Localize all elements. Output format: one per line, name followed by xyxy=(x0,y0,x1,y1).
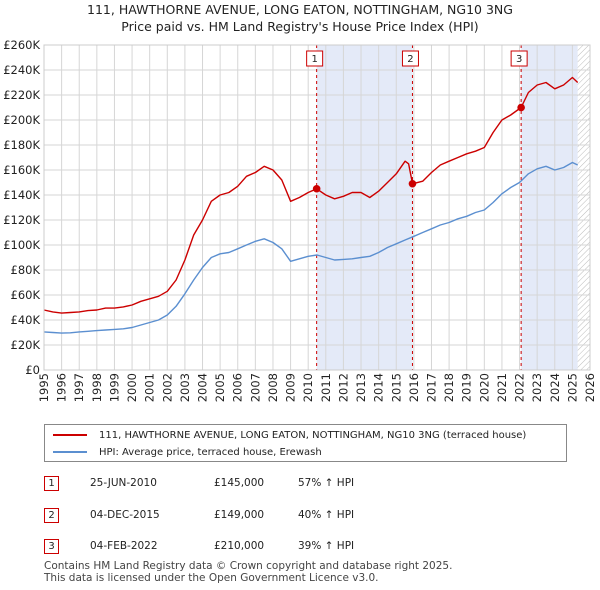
x-tick-label: 2017 xyxy=(424,373,438,402)
y-tick-label: £100K xyxy=(3,238,40,252)
y-tick-label: £260K xyxy=(3,38,40,52)
y-tick-label: £140K xyxy=(3,188,40,202)
x-tick-label: 2021 xyxy=(495,373,509,402)
x-tick-label: 2005 xyxy=(213,373,227,402)
x-tick-label: 2000 xyxy=(125,373,139,402)
x-tick-label: 1995 xyxy=(37,373,51,402)
y-tick-label: £200K xyxy=(3,113,40,127)
y-tick-label: £120K xyxy=(3,213,40,227)
y-tick-label: £220K xyxy=(3,88,40,102)
y-tick-label: £0 xyxy=(25,363,40,377)
x-tick-label: 2010 xyxy=(301,373,315,402)
y-tick-label: £60K xyxy=(11,288,41,302)
x-tick-label: 2004 xyxy=(196,373,210,402)
sale-marker-badge xyxy=(510,50,528,67)
y-tick-label: £180K xyxy=(3,138,40,152)
y-tick-label: £160K xyxy=(3,163,40,177)
sale-marker-label: 2 xyxy=(407,54,413,65)
x-tick-label: 2003 xyxy=(178,373,192,402)
x-tick-label: 2009 xyxy=(284,373,298,402)
sale-date: 04-FEB-2022 xyxy=(90,540,158,552)
x-tick-label: 1996 xyxy=(55,373,69,402)
sale-date: 04-DEC-2015 xyxy=(90,509,160,521)
sale-point xyxy=(517,103,525,112)
x-tick-label: 2020 xyxy=(477,373,491,402)
legend-swatch-property xyxy=(53,434,87,436)
y-tick-label: £40K xyxy=(11,313,41,327)
x-tick-label: 2012 xyxy=(336,373,350,402)
sale-hpi-change: 39% ↑ HPI xyxy=(298,540,355,552)
x-tick-label: 2019 xyxy=(460,373,474,402)
chart-legend: 111, HAWTHORNE AVENUE, LONG EATON, NOTTI… xyxy=(44,424,567,462)
legend-item-property: 111, HAWTHORNE AVENUE, LONG EATON, NOTTI… xyxy=(53,427,526,443)
footer-copyright: Contains HM Land Registry data © Crown c… xyxy=(44,560,453,572)
sale-price: £145,000 xyxy=(214,477,265,489)
plot-border xyxy=(43,44,591,371)
x-tick-label: 1998 xyxy=(90,373,104,402)
legend-label-property: 111, HAWTHORNE AVENUE, LONG EATON, NOTTI… xyxy=(99,429,527,441)
sale-point xyxy=(408,179,417,188)
x-tick-label: 2018 xyxy=(442,373,456,402)
x-tick-label: 2002 xyxy=(160,373,174,402)
x-tick-label: 2008 xyxy=(266,373,280,402)
sale-marker-label: 3 xyxy=(516,54,522,65)
x-tick-label: 2023 xyxy=(530,373,544,402)
x-tick-label: 2011 xyxy=(319,373,333,402)
sale-marker-label: 1 xyxy=(311,54,317,65)
y-tick-label: £20K xyxy=(11,338,41,352)
chart-subtitle: Price paid vs. HM Land Registry's House … xyxy=(121,19,479,34)
sale-date: 25-JUN-2010 xyxy=(90,477,157,489)
future-hatch xyxy=(577,45,590,370)
x-tick-label: 2007 xyxy=(248,373,262,402)
x-tick-label: 2022 xyxy=(513,373,527,402)
hpi-line xyxy=(43,161,578,334)
sale-number-badge: 2 xyxy=(44,508,59,523)
shaded-period xyxy=(521,45,578,370)
sale-number-badge: 3 xyxy=(44,539,59,554)
x-tick-label: 2014 xyxy=(372,373,386,402)
sale-hpi-change: 57% ↑ HPI xyxy=(298,477,355,489)
x-tick-label: 2026 xyxy=(583,373,597,402)
sale-price: £210,000 xyxy=(214,540,265,552)
x-tick-label: 2013 xyxy=(354,373,368,402)
chart-title: 111, HAWTHORNE AVENUE, LONG EATON, NOTTI… xyxy=(87,2,513,17)
sale-price: £149,000 xyxy=(214,509,265,521)
x-tick-label: 2001 xyxy=(143,373,157,402)
sale-point xyxy=(312,184,321,193)
y-tick-label: £80K xyxy=(11,263,41,277)
sale-number-badge: 1 xyxy=(44,476,59,491)
shaded-period xyxy=(316,45,413,370)
legend-swatch-hpi xyxy=(53,451,87,453)
sale-hpi-change: 40% ↑ HPI xyxy=(298,509,355,521)
y-tick-label: £240K xyxy=(3,63,40,77)
sale-marker-badge xyxy=(306,50,324,67)
x-tick-label: 2016 xyxy=(407,373,421,402)
x-tick-label: 2006 xyxy=(231,373,245,402)
x-tick-label: 2015 xyxy=(389,373,403,402)
legend-label-hpi: HPI: Average price, terraced house, Erew… xyxy=(99,446,322,458)
x-tick-label: 2025 xyxy=(565,373,579,402)
price-chart: 1 2 3 £0 £20K £40K £60K £80K £100K £120K £140K £16… xyxy=(3,38,597,402)
footer-licence: This data is licensed under the Open Gov… xyxy=(44,572,379,584)
x-tick-label: 1999 xyxy=(107,373,121,402)
sale-marker-badge xyxy=(401,50,419,67)
x-tick-label: 2024 xyxy=(548,373,562,402)
x-tick-label: 1997 xyxy=(72,373,86,402)
legend-item-hpi: HPI: Average price, terraced house, Erew… xyxy=(53,444,322,460)
